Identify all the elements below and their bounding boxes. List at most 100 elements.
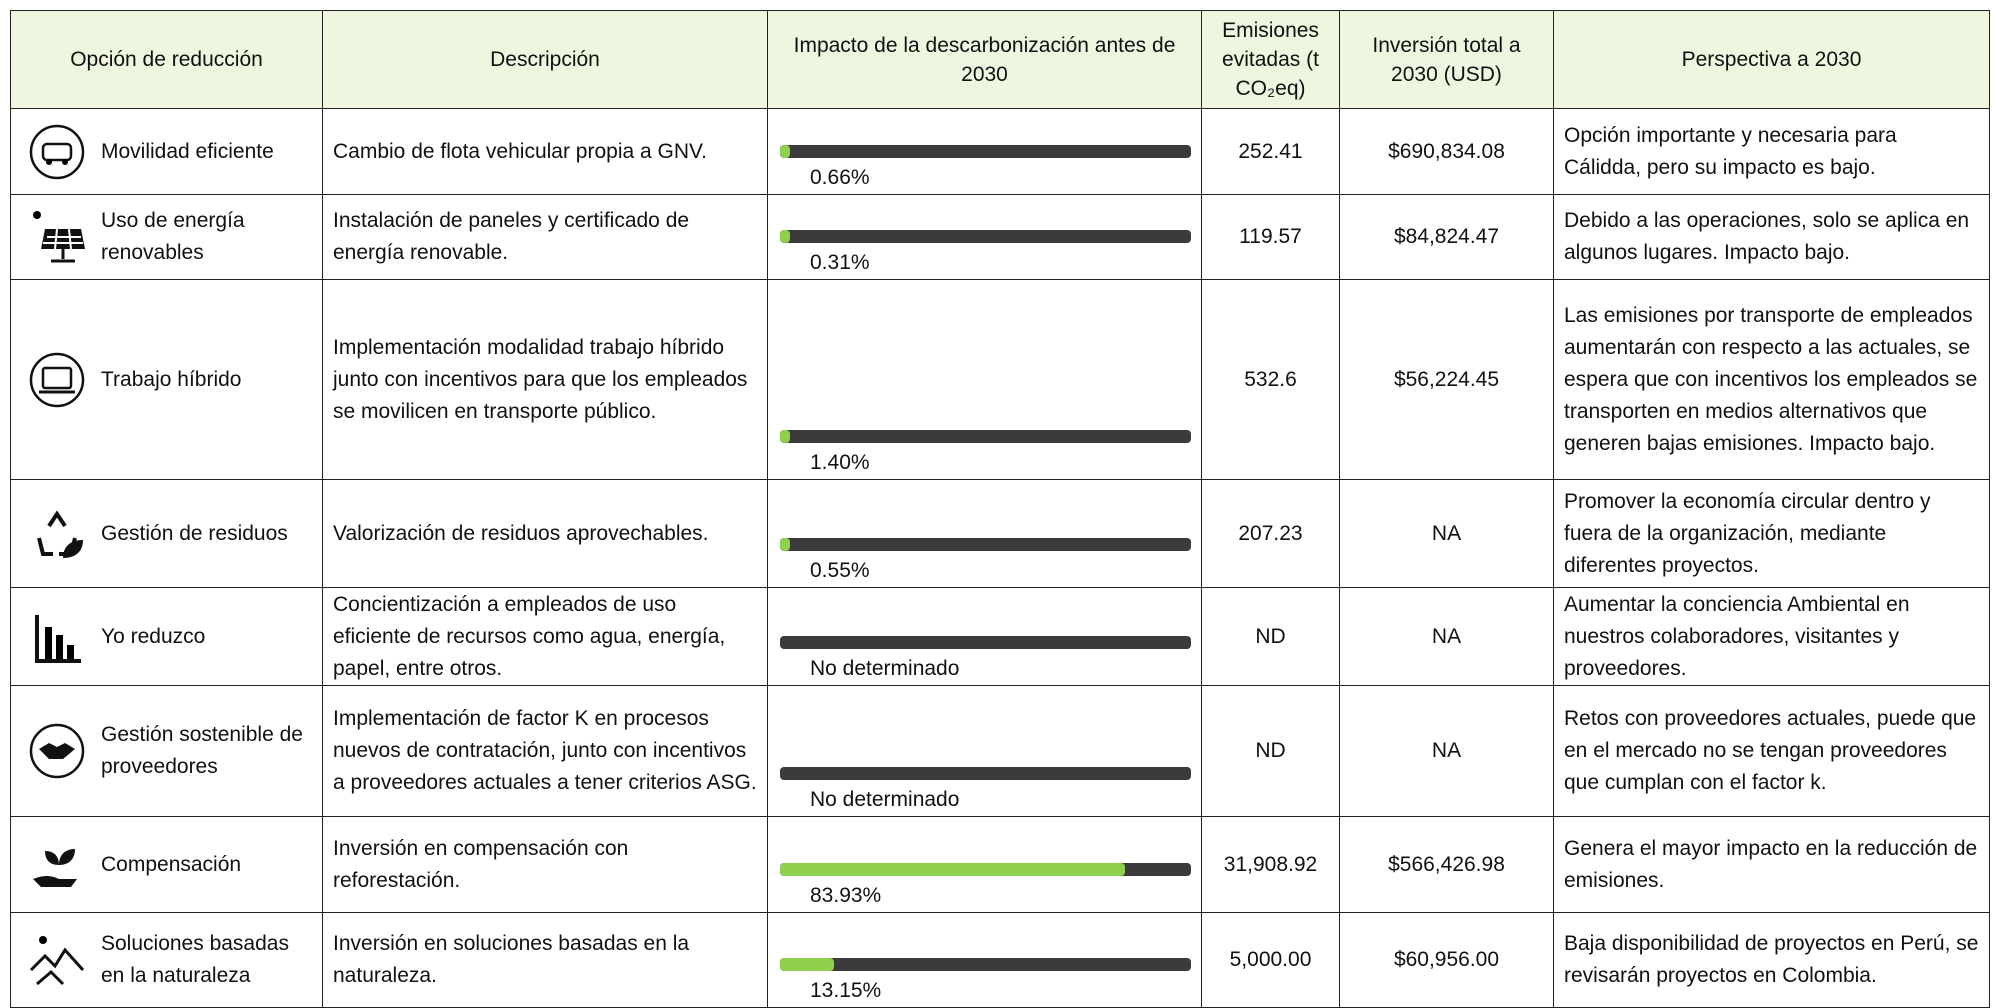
emissions-cell: 207.23 — [1201, 479, 1340, 588]
impact-bar-track — [780, 145, 1191, 158]
description-cell: Cambio de flota vehicular propia a GNV. — [322, 108, 768, 195]
table-row: Movilidad eficiente Cambio de flota vehic… — [10, 108, 1990, 195]
impact-bar-track — [780, 636, 1191, 649]
investment-cell: $60,956.00 — [1339, 912, 1554, 1008]
option-cell: Gestión sostenible de proveedores — [10, 685, 323, 817]
option-name: Uso de energía renovables — [101, 209, 245, 264]
impact-cell: No determinado — [767, 685, 1202, 817]
impact-cell: 83.93% — [767, 816, 1202, 913]
option-cell: Trabajo híbrido — [10, 279, 323, 480]
option-icon — [29, 723, 85, 779]
option-icon — [33, 848, 77, 887]
outlook-cell: Promover la economía circular dentro y f… — [1553, 479, 1990, 588]
header-cell: Impacto de la descarbonización antes de … — [767, 10, 1202, 109]
table-body: Movilidad eficiente Cambio de flota vehic… — [10, 108, 1990, 1008]
option: Uso de energía renovables — [21, 205, 312, 269]
outlook-cell: Debido a las operaciones, solo se aplica… — [1553, 194, 1990, 280]
option: Gestión de residuos — [21, 504, 312, 564]
impact-label: 83.93% — [810, 884, 882, 907]
header-cell: Perspectiva a 2030 — [1553, 10, 1990, 109]
impact-label: No determinado — [810, 788, 960, 811]
emissions-cell: ND — [1201, 685, 1340, 817]
option-cell: Movilidad eficiente — [10, 108, 323, 195]
option: Compensación — [21, 835, 312, 895]
header-row: Opción de reducción Descripción Impacto de… — [10, 10, 1990, 109]
impact-label: 0.66% — [810, 166, 870, 189]
impact-label: 0.55% — [810, 559, 870, 582]
impact-bar — [780, 538, 790, 551]
table-row: Trabajo híbrido Implementación modalidad … — [10, 279, 1990, 480]
investment-cell: $566,426.98 — [1339, 816, 1554, 913]
option-name: Gestión sostenible de proveedores — [101, 723, 303, 778]
description-cell: Implementación modalidad trabajo híbrido… — [322, 279, 768, 480]
table-row: Gestión sostenible de proveedores Impleme… — [10, 685, 1990, 817]
impact-bar — [780, 958, 835, 971]
description-cell: Inversión en compensación con reforestac… — [322, 816, 768, 913]
impact-cell: 0.31% — [767, 194, 1202, 280]
option-icon — [29, 936, 85, 986]
option-icon — [29, 124, 85, 179]
impact-bar — [780, 430, 790, 443]
option-name: Soluciones basadas en la naturaleza — [101, 932, 289, 987]
option-name: Yo reduzco — [101, 624, 206, 648]
option: Gestión sostenible de proveedores — [21, 719, 312, 783]
outlook-cell: Aumentar la conciencia Ambiental en nues… — [1553, 587, 1990, 686]
option-icon — [33, 211, 85, 263]
impact-cell: 0.66% — [767, 108, 1202, 195]
impact-label: 1.40% — [810, 451, 870, 474]
description-cell: Instalación de paneles y certificado de … — [322, 194, 768, 280]
outlook-cell: Las emisiones por transporte de empleado… — [1553, 279, 1990, 480]
impact-label: No determinado — [810, 657, 960, 680]
impact-label: 0.31% — [810, 251, 870, 274]
option-icon — [37, 509, 83, 558]
investment-cell: NA — [1339, 685, 1554, 817]
impact-bar-track — [780, 767, 1191, 780]
investment-cell: $56,224.45 — [1339, 279, 1554, 480]
option-name: Compensación — [101, 852, 242, 876]
header-cell: Descripción — [322, 10, 768, 109]
header-cell: Opción de reducción — [10, 10, 323, 109]
description-cell: Inversión en soluciones basadas en la na… — [322, 912, 768, 1008]
investment-cell: $84,824.47 — [1339, 194, 1554, 280]
emissions-cell: ND — [1201, 587, 1340, 686]
option-cell: Compensación — [10, 816, 323, 913]
investment-cell: $690,834.08 — [1339, 108, 1554, 195]
outlook-cell: Genera el mayor impacto en la reducción … — [1553, 816, 1990, 913]
option: Yo reduzco — [21, 607, 312, 667]
header-cell: Inversión total a 2030 (USD) — [1339, 10, 1554, 109]
option: Trabajo híbrido — [21, 350, 312, 410]
emissions-cell: 31,908.92 — [1201, 816, 1340, 913]
outlook-cell: Retos con proveedores actuales, puede qu… — [1553, 685, 1990, 817]
table-row: Yo reduzco Concientización a empleados de… — [10, 587, 1990, 686]
option-name: Gestión de residuos — [101, 521, 288, 545]
impact-bar-track — [780, 958, 1191, 971]
impact-cell: 1.40% — [767, 279, 1202, 480]
impact-bar-track — [780, 863, 1191, 876]
investment-cell: NA — [1339, 479, 1554, 588]
outlook-cell: Baja disponibilidad de proyectos en Perú… — [1553, 912, 1990, 1008]
impact-bar-track — [780, 430, 1191, 443]
impact-bar — [780, 145, 790, 158]
outlook-cell: Opción importante y necesaria para Cálid… — [1553, 108, 1990, 195]
emissions-cell: 252.41 — [1201, 108, 1340, 195]
option: Movilidad eficiente — [21, 122, 312, 182]
option: Soluciones basadas en la naturaleza — [21, 928, 312, 992]
header-cell: Emisiones evitadas (t CO₂eq) — [1201, 10, 1340, 109]
option-name: Movilidad eficiente — [101, 139, 274, 163]
impact-cell: 13.15% — [767, 912, 1202, 1008]
description-cell: Valorización de residuos aprovechables. — [322, 479, 768, 588]
option-cell: Soluciones basadas en la naturaleza — [10, 912, 323, 1008]
option-cell: Yo reduzco — [10, 587, 323, 686]
table-row: Uso de energía renovables Instalación de … — [10, 194, 1990, 280]
table-row: Compensación Inversión en compensación co… — [10, 816, 1990, 913]
description-cell: Concientización a empleados de uso efici… — [322, 587, 768, 686]
impact-cell: 0.55% — [767, 479, 1202, 588]
impact-cell: No determinado — [767, 587, 1202, 686]
option-icon — [29, 352, 85, 407]
impact-bar — [780, 863, 1125, 876]
emissions-cell: 532.6 — [1201, 279, 1340, 480]
option-icon — [35, 614, 81, 663]
option-cell: Gestión de residuos — [10, 479, 323, 588]
option-name: Trabajo híbrido — [101, 367, 242, 391]
reduction-table: Opción de reducción Descripción Impacto de… — [10, 10, 1990, 1008]
